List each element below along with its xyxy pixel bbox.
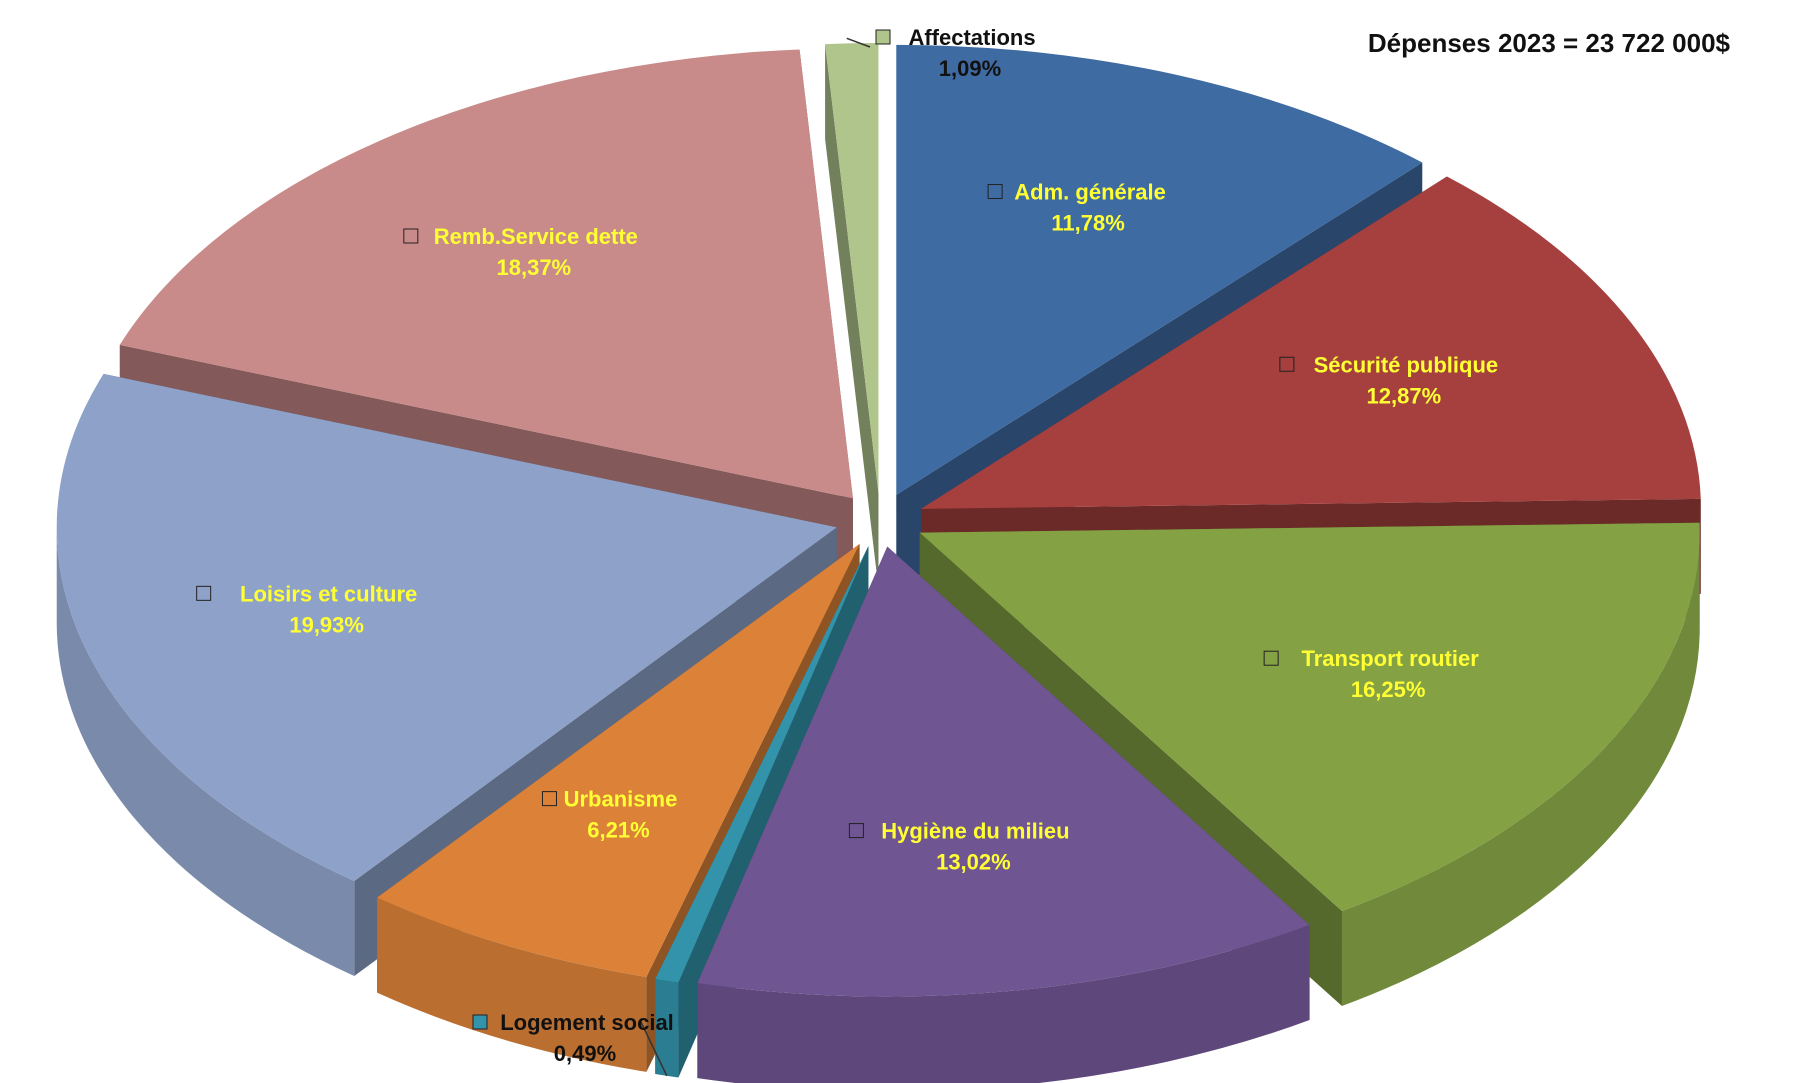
- slice-urbanisme: [377, 544, 860, 977]
- value-label: 18,37%: [497, 255, 572, 280]
- slice-label-remb-service-dette: Remb.Service dette 18,37%: [403, 224, 638, 280]
- legend-swatch: [403, 228, 419, 244]
- category-label: Adm. générale: [1014, 180, 1166, 205]
- slice-logement-social: [655, 546, 869, 983]
- legend-swatch: [196, 585, 212, 601]
- slice-side-affectations: [825, 44, 879, 589]
- chart-title: Dépenses 2023 = 23 722 000$: [1368, 28, 1731, 58]
- pie-tops: [56, 43, 1701, 997]
- value-label: 1,09%: [939, 56, 1001, 81]
- legend-swatch: [541, 791, 557, 807]
- slice-label-loisirs-et-culture: Loisirs et culture 19,93%: [196, 581, 417, 637]
- legend-swatch: [1263, 650, 1279, 666]
- category-label: Remb.Service dette: [434, 224, 638, 249]
- value-label: 6,21%: [587, 818, 649, 843]
- legend-swatch: [987, 184, 1003, 200]
- category-label: Hygiène du milieu: [881, 819, 1069, 844]
- slice-label-affectations: Affectations 1,09%: [846, 25, 1036, 81]
- category-label: Logement social: [500, 1010, 674, 1035]
- category-label: Urbanisme: [564, 787, 678, 812]
- leader-line: [846, 37, 871, 48]
- slice-label-logement-social: Logement social 0,49%: [472, 1010, 674, 1077]
- slice-label-transport-routier: Transport routier 16,25%: [1263, 646, 1480, 702]
- value-label: 0,49%: [554, 1041, 616, 1066]
- value-label: 12,87%: [1367, 383, 1442, 408]
- leader-line: [639, 1019, 668, 1077]
- slice-label-adm-generale: Adm. générale 11,78%: [987, 180, 1166, 236]
- legend-swatch: [848, 823, 864, 839]
- category-label: Sécurité publique: [1314, 352, 1499, 377]
- value-label: 16,25%: [1351, 677, 1426, 702]
- category-label: Loisirs et culture: [240, 581, 417, 606]
- slice-hygiene-du-milieu: [697, 546, 1310, 997]
- slice-remb-service-dette: [119, 49, 853, 499]
- value-label: 19,93%: [289, 612, 364, 637]
- slice-label-securite-publique: Sécurité publique 12,87%: [1279, 352, 1499, 408]
- slice-loisirs-et-culture: [56, 373, 837, 881]
- slice-adm-generale: [896, 44, 1423, 495]
- slice-label-urbanisme: Urbanisme 6,21%: [541, 787, 678, 843]
- value-label: 11,78%: [1051, 211, 1124, 236]
- category-label: Transport routier: [1302, 646, 1480, 671]
- pie-labels: Adm. générale 11,78% Sécurité publique 12,8…: [196, 25, 1499, 1077]
- slice-transport-routier: [919, 522, 1700, 912]
- legend-swatch: [875, 29, 891, 45]
- value-label: 13,02%: [936, 850, 1011, 875]
- legend-swatch: [1279, 356, 1295, 372]
- category-label: Affectations: [908, 25, 1035, 50]
- slice-affectations: [825, 43, 879, 494]
- legend-swatch: [472, 1014, 488, 1030]
- slice-securite-publique: [920, 176, 1701, 509]
- slice-label-hygiene-du-milieu: Hygiène du milieu 13,02%: [848, 819, 1070, 875]
